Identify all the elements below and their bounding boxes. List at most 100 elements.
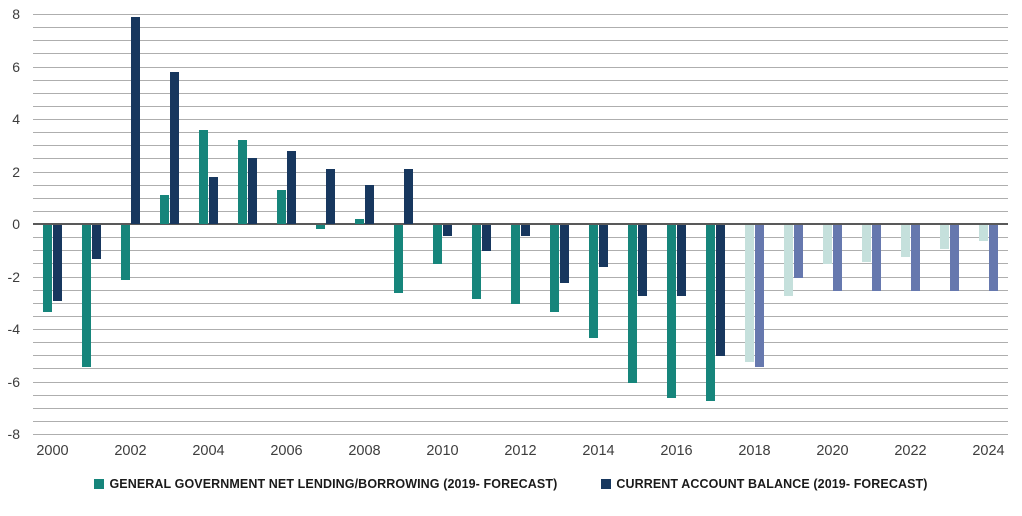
gridline <box>33 40 1008 42</box>
bar-current-account-2008 <box>365 184 374 224</box>
x-tick-label: 2018 <box>738 443 771 459</box>
bar-current-account-2020 <box>833 225 842 291</box>
x-tick-label: 2010 <box>426 443 459 459</box>
bar-govt-net-lending-2017 <box>706 225 715 401</box>
gridline <box>33 434 1008 435</box>
gridline <box>33 171 1008 173</box>
gridline <box>33 92 1008 94</box>
legend: GENERAL GOVERNMENT NET LENDING/BORROWING… <box>0 477 1022 491</box>
gridline <box>33 132 1008 134</box>
bar-govt-net-lending-2018 <box>745 225 754 362</box>
gridline <box>33 14 1008 15</box>
legend-label-govt-net-lending: GENERAL GOVERNMENT NET LENDING/BORROWING… <box>109 477 558 491</box>
gridline <box>33 263 1008 265</box>
bar-govt-net-lending-2003 <box>160 195 169 224</box>
gridline <box>33 79 1008 81</box>
bar-govt-net-lending-2009 <box>394 225 403 294</box>
gridline <box>33 368 1008 370</box>
gridline <box>33 158 1008 160</box>
gridline <box>33 237 1008 239</box>
y-tick-label: 0 <box>12 216 20 232</box>
bar-govt-net-lending-2006 <box>277 189 286 224</box>
bar-current-account-2014 <box>599 225 608 267</box>
y-tick-label: 8 <box>12 6 20 22</box>
y-axis-labels: 8 6 4 2 0 -2 -4 -6 -8 <box>0 7 20 441</box>
bar-current-account-2002 <box>131 16 140 224</box>
bar-current-account-2001 <box>92 225 101 260</box>
bar-govt-net-lending-2020 <box>823 225 832 265</box>
bar-current-account-2013 <box>560 225 569 283</box>
legend-swatch-teal <box>94 479 105 489</box>
bar-current-account-2012 <box>521 225 530 236</box>
legend-swatch-navy <box>601 479 612 489</box>
x-tick-label: 2020 <box>816 443 849 459</box>
y-tick-label: -2 <box>7 268 20 285</box>
y-tick-label: -6 <box>7 373 20 390</box>
bar-govt-net-lending-2016 <box>667 225 676 399</box>
x-tick-label: 2012 <box>504 443 537 459</box>
bar-current-account-2007 <box>326 168 335 224</box>
bar-current-account-2023 <box>950 225 959 291</box>
bar-current-account-2003 <box>170 71 179 224</box>
gridline <box>33 145 1008 147</box>
bar-govt-net-lending-2001 <box>82 225 91 367</box>
y-tick-label: -8 <box>7 426 20 442</box>
bar-current-account-2018 <box>755 225 764 367</box>
bar-current-account-2010 <box>443 225 452 236</box>
bar-govt-net-lending-2008 <box>355 218 364 224</box>
x-tick-label: 2000 <box>36 443 69 459</box>
bar-govt-net-lending-2019 <box>784 225 793 296</box>
x-tick-label: 2008 <box>348 443 381 459</box>
gridline <box>33 329 1008 330</box>
bar-current-account-2022 <box>911 225 920 291</box>
bar-govt-net-lending-2023 <box>940 225 949 249</box>
bar-current-account-2000 <box>53 225 62 302</box>
bar-govt-net-lending-2013 <box>550 225 559 312</box>
bar-current-account-2006 <box>287 150 296 224</box>
gridline <box>33 66 1008 68</box>
bar-govt-net-lending-2005 <box>238 140 247 224</box>
gridline <box>33 407 1008 409</box>
gridline <box>33 394 1008 396</box>
gridline <box>33 184 1008 186</box>
gridline <box>33 250 1008 252</box>
bar-govt-net-lending-2022 <box>901 225 910 257</box>
legend-item-current-account: CURRENT ACCOUNT BALANCE (2019- FORECAST) <box>601 477 927 491</box>
zero-axis-line <box>33 223 1008 225</box>
bar-current-account-2019 <box>794 225 803 278</box>
bar-current-account-2024 <box>989 225 998 291</box>
gridline <box>33 276 1008 278</box>
bar-govt-net-lending-2021 <box>862 225 871 262</box>
y-tick-label: 4 <box>12 111 20 127</box>
bar-govt-net-lending-2002 <box>121 225 130 281</box>
bar-current-account-2011 <box>482 225 491 252</box>
bar-govt-net-lending-2014 <box>589 225 598 338</box>
x-tick-label: 2016 <box>660 443 693 459</box>
gridline <box>33 355 1008 357</box>
gridline <box>33 289 1008 291</box>
bar-govt-net-lending-2000 <box>43 225 52 312</box>
bar-govt-net-lending-2007 <box>316 225 325 229</box>
bar-govt-net-lending-2011 <box>472 225 481 299</box>
bar-govt-net-lending-2004 <box>199 129 208 224</box>
x-tick-label: 2024 <box>972 443 1005 459</box>
x-tick-label: 2022 <box>894 443 927 459</box>
gridline <box>33 119 1008 120</box>
bar-govt-net-lending-2012 <box>511 225 520 304</box>
legend-label-current-account: CURRENT ACCOUNT BALANCE (2019- FORECAST) <box>616 477 928 491</box>
x-axis-labels: 2000 2002 2004 2006 2008 2010 2012 2014 2016 2018… <box>33 443 1008 463</box>
bar-govt-net-lending-2010 <box>433 225 442 265</box>
gridline <box>33 27 1008 29</box>
bar-current-account-2016 <box>677 225 686 296</box>
gridline <box>33 420 1008 422</box>
y-tick-label: -4 <box>7 321 20 337</box>
y-tick-label: 2 <box>12 163 20 180</box>
bar-current-account-2005 <box>248 158 257 224</box>
plot-area <box>33 14 1008 435</box>
bar-current-account-2009 <box>404 168 413 224</box>
gridline <box>33 315 1008 317</box>
bar-current-account-2021 <box>872 225 881 291</box>
bar-current-account-2004 <box>209 176 218 224</box>
gridline <box>33 197 1008 199</box>
gridline <box>33 302 1008 304</box>
